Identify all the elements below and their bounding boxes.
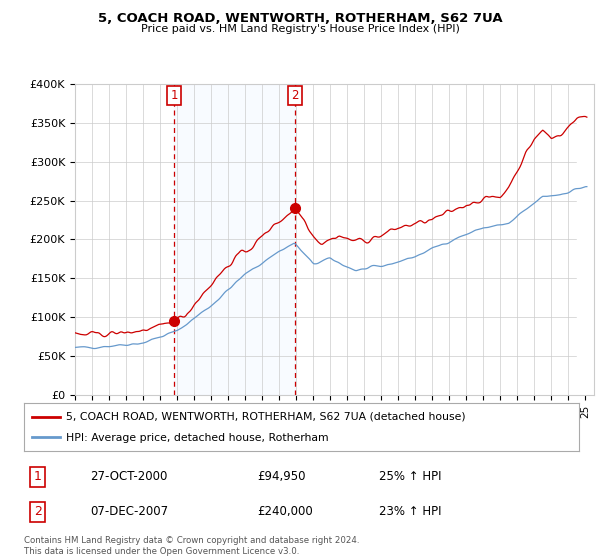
Bar [174, 84, 295, 395]
Text: 2: 2 [34, 505, 42, 518]
Text: 27-OCT-2000: 27-OCT-2000 [91, 470, 168, 483]
Text: 25% ↑ HPI: 25% ↑ HPI [379, 470, 442, 483]
Text: 2: 2 [291, 88, 299, 102]
Bar [577, 84, 594, 395]
Text: 5, COACH ROAD, WENTWORTH, ROTHERHAM, S62 7UA (detached house): 5, COACH ROAD, WENTWORTH, ROTHERHAM, S62… [65, 411, 465, 421]
Text: Price paid vs. HM Land Registry's House Price Index (HPI): Price paid vs. HM Land Registry's House … [140, 24, 460, 34]
Text: 1: 1 [34, 470, 42, 483]
Text: 5, COACH ROAD, WENTWORTH, ROTHERHAM, S62 7UA: 5, COACH ROAD, WENTWORTH, ROTHERHAM, S62… [98, 12, 502, 25]
Bar [577, 84, 594, 395]
Text: 1: 1 [170, 88, 178, 102]
Text: £240,000: £240,000 [257, 505, 313, 518]
Text: Contains HM Land Registry data © Crown copyright and database right 2024.
This d: Contains HM Land Registry data © Crown c… [24, 536, 359, 556]
Text: HPI: Average price, detached house, Rotherham: HPI: Average price, detached house, Roth… [65, 433, 328, 443]
Text: £94,950: £94,950 [257, 470, 305, 483]
Text: 23% ↑ HPI: 23% ↑ HPI [379, 505, 442, 518]
Text: 07-DEC-2007: 07-DEC-2007 [91, 505, 169, 518]
